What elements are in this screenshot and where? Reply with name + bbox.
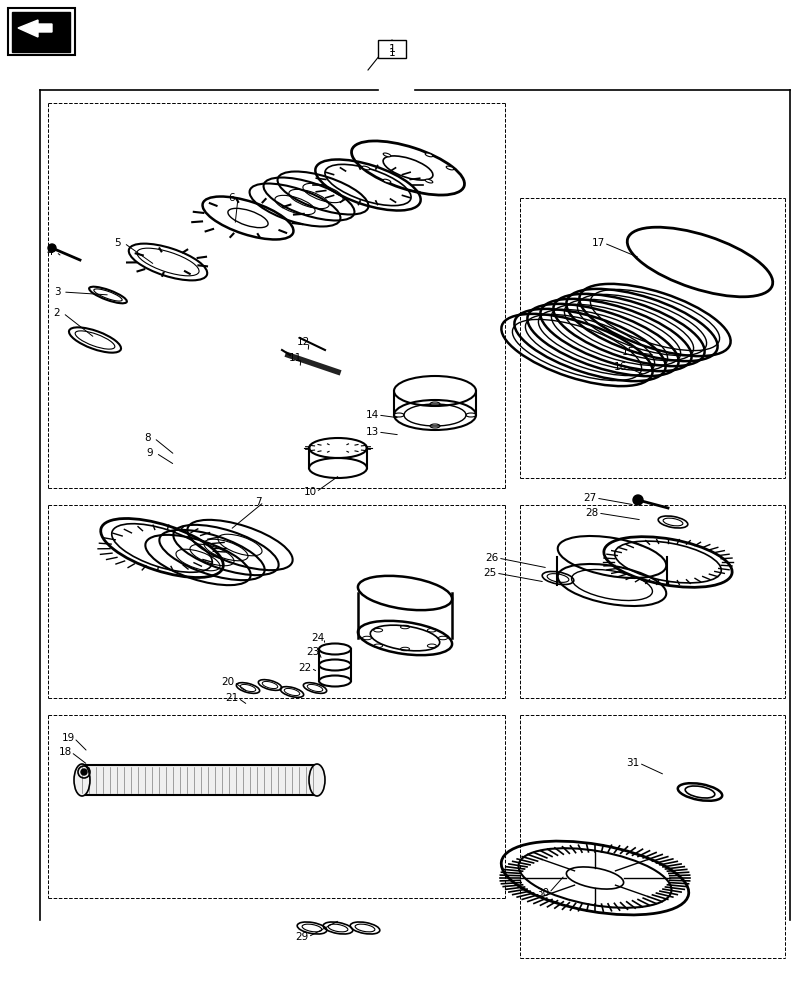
Bar (82, 765, 316, 795)
Text: 28: 28 (585, 508, 598, 518)
Text: 6: 6 (229, 193, 235, 203)
Text: 30: 30 (536, 888, 549, 898)
Text: 16: 16 (612, 362, 626, 372)
Text: 3: 3 (54, 287, 60, 297)
Text: 24: 24 (311, 633, 324, 643)
Text: 14: 14 (365, 410, 378, 420)
Bar (12, 12, 70, 52)
Text: 25: 25 (483, 568, 496, 578)
Text: 20: 20 (221, 677, 234, 687)
Text: 9: 9 (147, 448, 153, 458)
Text: 23: 23 (306, 647, 320, 657)
Text: 5: 5 (114, 238, 121, 248)
Text: 15: 15 (620, 347, 634, 357)
Text: 29: 29 (295, 932, 308, 942)
Text: 1: 1 (388, 48, 395, 58)
Ellipse shape (383, 153, 390, 157)
Text: 27: 27 (582, 493, 596, 503)
Text: 26: 26 (485, 553, 498, 563)
Text: 17: 17 (590, 238, 604, 248)
Text: 31: 31 (625, 758, 639, 768)
Text: 10: 10 (303, 487, 316, 497)
Text: 19: 19 (62, 733, 75, 743)
Text: 11: 11 (288, 353, 301, 363)
Text: 8: 8 (144, 433, 151, 443)
Bar (8, 8, 75, 55)
Text: 22: 22 (298, 663, 311, 673)
Circle shape (81, 769, 87, 775)
Circle shape (633, 495, 642, 505)
Text: 1: 1 (388, 44, 395, 54)
Ellipse shape (445, 166, 453, 170)
Text: 2: 2 (54, 308, 60, 318)
Ellipse shape (425, 153, 432, 157)
Text: 7: 7 (255, 497, 261, 507)
Text: 13: 13 (365, 427, 378, 437)
Ellipse shape (425, 179, 432, 183)
Text: 18: 18 (58, 747, 71, 757)
Circle shape (48, 244, 56, 252)
Polygon shape (18, 20, 52, 37)
Bar (378, 40, 406, 58)
Text: 21: 21 (225, 693, 238, 703)
Text: 4: 4 (46, 247, 54, 257)
Ellipse shape (309, 764, 324, 796)
Ellipse shape (383, 179, 390, 183)
Text: 12: 12 (296, 337, 309, 347)
Ellipse shape (74, 764, 90, 796)
Ellipse shape (362, 166, 369, 170)
